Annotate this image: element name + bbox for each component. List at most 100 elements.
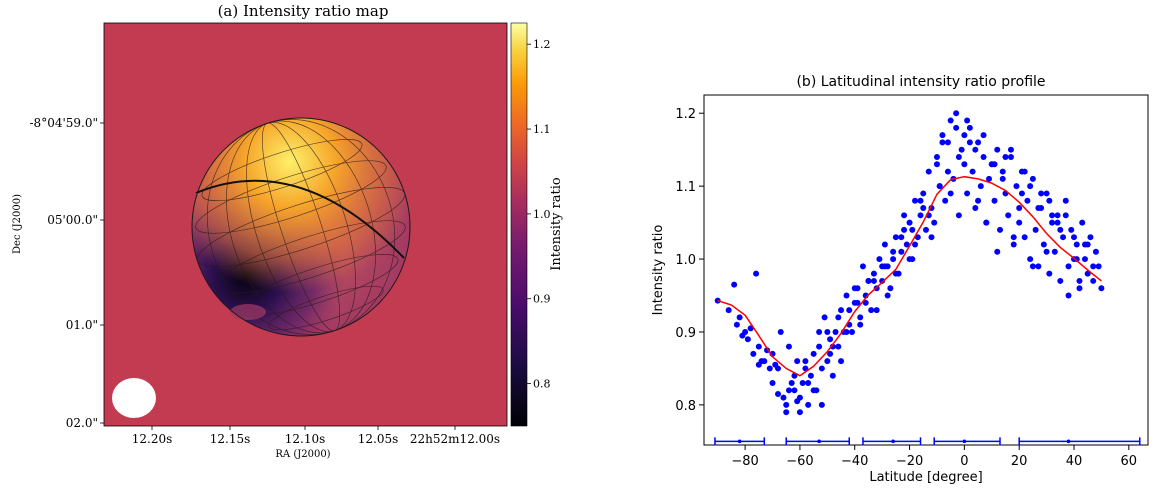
data-point	[829, 343, 836, 350]
data-point	[865, 277, 872, 284]
map-y-tick-label: 05'00.0"	[47, 213, 98, 227]
data-point	[898, 248, 905, 255]
map-x-tick-label: 12.05s	[358, 432, 399, 446]
data-point	[775, 365, 781, 372]
data-point	[903, 241, 910, 248]
data-point	[868, 307, 875, 314]
data-point	[947, 117, 954, 124]
data-point	[1029, 175, 1036, 182]
map-y-ticks: -8°04'59.0" 05'00.0" 01.0" 02.0"	[30, 116, 104, 430]
data-point	[1010, 241, 1017, 248]
data-point	[884, 292, 891, 299]
data-point	[827, 336, 834, 343]
data-point	[961, 161, 968, 168]
data-point	[955, 212, 962, 219]
data-point	[1038, 190, 1045, 197]
data-point	[835, 343, 842, 350]
data-point	[879, 277, 886, 284]
data-point	[969, 168, 976, 175]
data-point	[1068, 226, 1075, 233]
data-point	[906, 256, 913, 263]
data-point	[1016, 205, 1023, 212]
data-point	[1018, 190, 1025, 197]
error-bars	[714, 437, 1141, 446]
data-point	[846, 307, 853, 314]
data-point	[892, 234, 899, 241]
data-point	[975, 197, 982, 204]
colorbar-tick-label: 0.8	[533, 378, 551, 391]
data-point	[742, 328, 749, 335]
profile-x-tick-label: 40	[1066, 454, 1083, 469]
data-point	[1049, 219, 1056, 226]
data-points	[714, 110, 1105, 416]
map-x-label: RA (J2000)	[275, 449, 330, 460]
data-point	[912, 197, 919, 204]
data-point	[975, 139, 982, 146]
map-x-tick-label: 12.15s	[210, 432, 251, 446]
profile-axes	[703, 94, 1149, 446]
data-point	[1087, 234, 1094, 241]
data-point	[997, 226, 1003, 233]
data-point	[917, 197, 924, 204]
data-point	[892, 270, 899, 277]
data-point	[810, 387, 817, 394]
data-point	[936, 183, 943, 190]
data-point	[966, 124, 973, 131]
data-point	[928, 234, 935, 241]
profile-y-tick-label: 1.1	[675, 180, 696, 195]
data-point	[1032, 226, 1039, 233]
data-point	[818, 365, 825, 372]
data-point	[849, 328, 855, 335]
equator-line	[195, 179, 405, 259]
data-point	[796, 409, 803, 416]
data-point	[794, 358, 801, 365]
data-point	[785, 387, 792, 394]
data-point	[733, 321, 740, 328]
data-point	[769, 380, 776, 387]
data-point	[1076, 277, 1083, 284]
data-point	[838, 307, 845, 314]
data-point	[783, 401, 790, 408]
data-point	[755, 343, 762, 350]
beam-ellipse	[112, 378, 156, 418]
data-point	[980, 132, 987, 139]
data-point	[731, 281, 738, 288]
data-point	[983, 219, 990, 226]
data-point	[1054, 219, 1061, 226]
data-point	[1029, 263, 1036, 270]
data-point	[1054, 212, 1061, 219]
data-point	[1002, 153, 1009, 160]
profile-x-tick-label: −20	[896, 454, 923, 469]
data-point	[1024, 197, 1031, 204]
data-point	[744, 336, 751, 343]
error-bar-center	[817, 439, 821, 444]
data-point	[1076, 285, 1083, 292]
map-x-tick-label: 12.10s	[285, 432, 326, 446]
data-point	[810, 350, 817, 357]
data-point	[1057, 226, 1064, 233]
data-point	[821, 314, 828, 321]
profile-x-label: Latitude [degree]	[869, 470, 982, 485]
data-point	[1010, 234, 1017, 241]
data-point	[859, 263, 866, 270]
data-point	[788, 380, 795, 387]
data-point	[933, 153, 940, 160]
data-point	[986, 175, 993, 182]
data-point	[761, 358, 768, 365]
data-point	[725, 307, 732, 314]
data-point	[750, 350, 757, 357]
data-point	[1081, 241, 1088, 248]
profile-y-tick-label: 1.0	[675, 253, 696, 268]
data-point	[1013, 183, 1020, 190]
data-point	[939, 132, 946, 139]
data-point	[920, 190, 927, 197]
profile-x-tick-label: 0	[960, 454, 968, 469]
data-point	[966, 139, 973, 146]
data-point	[805, 401, 812, 408]
error-bar-center	[1066, 439, 1071, 444]
data-point	[1090, 277, 1097, 284]
data-point	[933, 161, 940, 168]
data-point	[972, 146, 979, 153]
profile-x-tick-label: −40	[841, 454, 868, 469]
data-point	[999, 175, 1006, 182]
